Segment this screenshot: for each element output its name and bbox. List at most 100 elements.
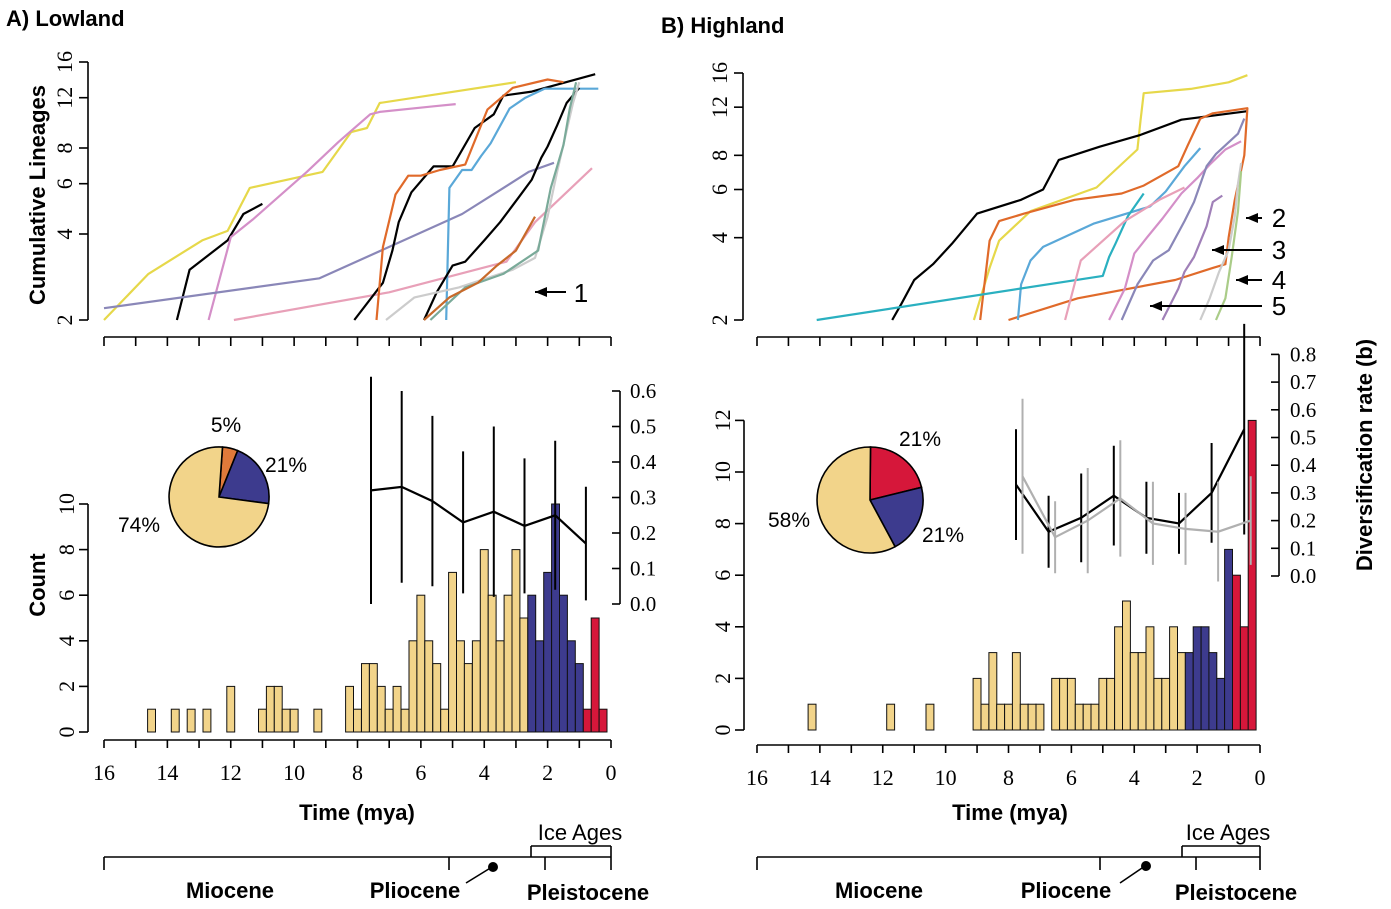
hist-xtick-label-a: 6 (415, 760, 426, 785)
annotation-label-b5: 5 (1272, 291, 1286, 321)
annotation-arrow-b5-head (1150, 301, 1162, 311)
hist-bar-tan-a (273, 685, 283, 733)
pie-slice-a-1 (217, 449, 270, 505)
hist-ytick-label-a: 0 (54, 727, 79, 738)
div-ytick-label-b: 0.7 (1290, 370, 1316, 394)
hist-bar-tan-b (1169, 626, 1178, 731)
hist-bar-tan-b (925, 703, 935, 731)
hist-bar-tan-a (281, 708, 291, 733)
hist-ytick-label-a: 4 (54, 635, 79, 646)
hist-bar-navy-b (1200, 626, 1210, 731)
hist-bar-navy-a (535, 640, 545, 733)
lineage-series-a-7 (445, 87, 599, 321)
hist-bar-navy-b (1208, 652, 1218, 731)
hist-bar-navy-a (543, 571, 553, 733)
hist-ytick-label-b: 10 (710, 461, 735, 483)
miocene-label-b: Miocene (835, 878, 923, 903)
hist-bar-tan-b (972, 677, 982, 731)
cum-ytick-label-a: 2 (52, 315, 77, 326)
diversification-rate-ylabel-text: Diversification rate (b) (1352, 339, 1377, 571)
annotation-arrow-b3-head (1212, 245, 1224, 255)
hist-bar-tan-a (147, 708, 157, 733)
hist-bar-tan-b (1019, 703, 1029, 731)
hist-ytick-label-b: 0 (710, 725, 735, 736)
hist-bar-tan-a (440, 708, 450, 733)
hist-bar-red-a (590, 617, 600, 733)
pleistocene-label-a: Pleistocene (527, 880, 649, 905)
panel-b-title: B) Highland (661, 13, 784, 38)
hist-bar-navy-b (1192, 626, 1202, 731)
annotation-label-b2: 2 (1272, 203, 1286, 233)
diversification-rate-ylabel: Diversification rate (b) (1352, 339, 1377, 571)
hist-ytick-label-b: 4 (710, 621, 735, 632)
hist-bar-tan-a (392, 685, 402, 733)
hist-xtick-label-a: 2 (542, 760, 553, 785)
lineage-series-b-6 (1108, 140, 1242, 321)
hist-xtick-label-b: 4 (1129, 765, 1140, 790)
lineage-series-b-8 (1161, 194, 1223, 321)
pie-slice-b-0 (869, 446, 923, 502)
hist-xtick-label-b: 10 (935, 765, 957, 790)
hist-bar-tan-b (980, 703, 990, 731)
div-ytick-label-a: 0.0 (630, 592, 656, 616)
pliocene-label-a: Pliocene (370, 878, 460, 903)
pie-label-a-2: 74% (118, 514, 160, 537)
epoch-dot-b (1141, 861, 1151, 871)
cum-ytick-label-b: 12 (707, 96, 732, 118)
lineage-series-b-1 (891, 110, 1248, 321)
hist-xtick-label-a: 16 (93, 760, 115, 785)
hist-bar-tan-b (1177, 652, 1186, 731)
div-ytick-label-b: 0.6 (1290, 398, 1316, 422)
div-ytick-label-a: 0.1 (630, 557, 656, 581)
annotation-label-1: 1 (574, 278, 588, 308)
hist-xtick-label-a: 8 (352, 760, 363, 785)
annotation-arrow-b4-head (1236, 275, 1248, 285)
hist-bar-tan-a (186, 708, 196, 733)
annotation-label-b3: 3 (1272, 235, 1286, 265)
hist-bar-tan-a (265, 685, 275, 733)
hist-bar-tan-b (807, 703, 817, 731)
hist-bar-tan-b (1122, 600, 1131, 731)
hist-bar-tan-b (1066, 677, 1076, 731)
lineage-series-b-7 (1120, 118, 1246, 321)
div-ytick-label-a: 0.3 (630, 486, 656, 510)
div-ytick-label-b: 0.0 (1290, 564, 1316, 588)
hist-ytick-label-a: 10 (54, 493, 79, 515)
div-ytick-label-b: 0.4 (1290, 453, 1317, 477)
hist-bar-tan-b (1129, 652, 1139, 731)
panel-a-title: A) Lowland (6, 6, 125, 31)
div-ytick-label-b: 0.5 (1290, 426, 1316, 450)
miocene-label-a: Miocene (186, 878, 274, 903)
lineage-series-b-2 (979, 107, 1249, 322)
hist-bar-tan-a (408, 640, 418, 733)
epoch-dot-a (488, 862, 498, 872)
cum-ytick-label-b: 2 (707, 315, 732, 326)
hist-bar-red-a (582, 708, 592, 733)
div-ytick-label-b: 0.1 (1290, 536, 1316, 560)
hist-bar-tan-a (463, 663, 473, 733)
annotation-label-b4: 4 (1272, 265, 1286, 295)
hist-bar-tan-b (1082, 703, 1092, 731)
hist-xtick-label-b: 8 (1003, 765, 1014, 790)
cum-ytick-label-a: 12 (52, 87, 77, 109)
hist-bar-tan-b (1035, 703, 1045, 731)
count-ylabel: Count (25, 553, 50, 617)
hist-bar-tan-b (1090, 703, 1100, 731)
pie-slice-b-1 (868, 486, 924, 548)
hist-bar-tan-a (432, 663, 442, 733)
cum-ytick-label-b: 4 (707, 232, 732, 243)
hist-bar-tan-a (202, 708, 212, 733)
hist-bar-tan-a (289, 708, 299, 733)
hist-bar-tan-a (170, 708, 180, 733)
hist-bar-tan-b (1153, 677, 1163, 731)
hist-xtick-label-b: 12 (872, 765, 894, 790)
hist-bar-tan-b (1137, 652, 1147, 731)
hist-xtick-label-b: 14 (809, 765, 831, 790)
hist-bar-red-b (1247, 419, 1257, 731)
hist-bar-navy-b (1224, 548, 1233, 731)
cum-ytick-label-a: 16 (52, 51, 77, 73)
ice-ages-label-a: Ice Ages (538, 820, 622, 845)
lineage-series-a-1 (175, 202, 263, 321)
hist-xtick-label-a: 0 (606, 760, 617, 785)
hist-bar-tan-b (1161, 677, 1171, 731)
